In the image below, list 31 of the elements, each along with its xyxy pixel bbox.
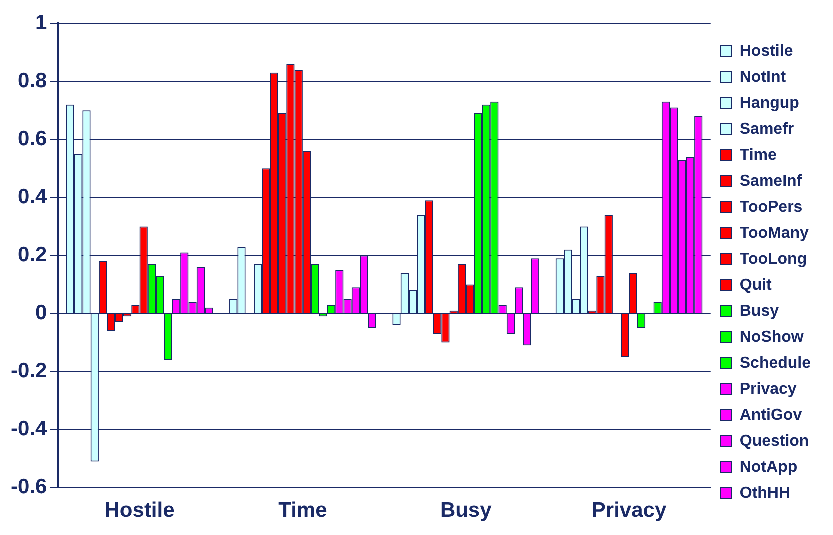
legend-label: AntiGov xyxy=(740,406,802,424)
x-tick-label: Hostile xyxy=(104,499,175,522)
y-tick-label: -0.6 xyxy=(11,476,48,499)
y-tick-label: 0.8 xyxy=(18,69,48,92)
legend-label: NotApp xyxy=(740,458,798,476)
legend-label: NoShow xyxy=(740,328,804,346)
y-tick-label: -0.4 xyxy=(11,418,48,441)
legend-label: Hangup xyxy=(740,94,800,112)
legend-label: Quit xyxy=(740,276,773,294)
legend-label: Busy xyxy=(740,302,780,320)
y-tick-label: 0 xyxy=(36,302,48,325)
y-tick-label: 0.4 xyxy=(18,185,48,208)
legend-label: Time xyxy=(740,146,778,164)
legend-label: Schedule xyxy=(740,354,812,372)
legend-label: Question xyxy=(740,432,810,450)
legend-label: NotInt xyxy=(740,68,787,86)
legend-label: OthHH xyxy=(740,484,791,502)
legend-label: Privacy xyxy=(740,380,797,398)
legend-label: Hostile xyxy=(740,42,794,60)
x-tick-label: Time xyxy=(278,499,328,522)
legend-label: TooLong xyxy=(740,250,808,268)
legend-label: Samefr xyxy=(740,120,794,138)
y-tick-label: 0.6 xyxy=(18,127,48,150)
x-tick-label: Busy xyxy=(440,499,492,522)
y-tick-label: 1 xyxy=(36,11,48,34)
y-tick-label: -0.2 xyxy=(11,360,48,383)
y-tick-label: 0.2 xyxy=(18,243,48,266)
legend-label: TooMany xyxy=(740,224,809,242)
x-tick-label: Privacy xyxy=(592,499,667,522)
legend-label: TooPers xyxy=(740,198,803,216)
legend-label: SameInf xyxy=(740,172,803,190)
